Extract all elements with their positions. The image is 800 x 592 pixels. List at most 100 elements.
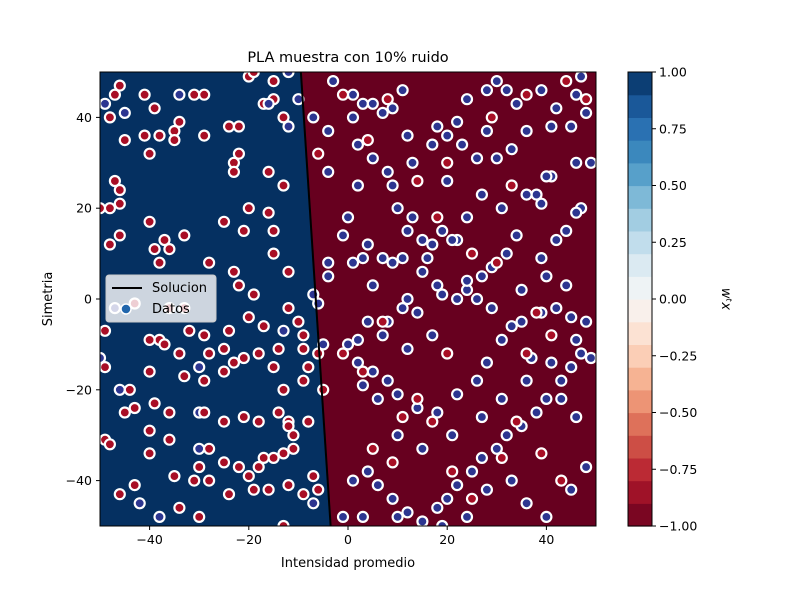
data-point bbox=[277, 324, 290, 337]
data-point bbox=[361, 238, 374, 251]
data-point bbox=[346, 111, 360, 124]
data-point bbox=[366, 152, 379, 165]
data-point bbox=[560, 74, 573, 88]
data-point bbox=[242, 470, 255, 483]
y-tick-label: 20 bbox=[76, 201, 92, 216]
data-point bbox=[163, 243, 176, 256]
data-point bbox=[351, 356, 364, 369]
data-point bbox=[292, 315, 305, 328]
colorbar-level bbox=[628, 389, 652, 414]
data-point bbox=[148, 102, 161, 115]
data-point bbox=[262, 165, 275, 178]
x-tick-label: −40 bbox=[136, 532, 162, 547]
data-point bbox=[113, 229, 126, 242]
data-point bbox=[138, 129, 151, 142]
data-point bbox=[193, 510, 206, 524]
data-point bbox=[232, 279, 245, 292]
data-point bbox=[545, 329, 558, 342]
colorbar bbox=[628, 72, 652, 527]
data-point bbox=[570, 88, 583, 101]
data-point bbox=[336, 88, 350, 101]
data-point bbox=[198, 129, 211, 142]
data-point bbox=[267, 247, 280, 260]
data-point bbox=[193, 361, 206, 374]
data-point bbox=[217, 342, 231, 355]
colorbar-tick-label: −0.50 bbox=[659, 405, 697, 420]
data-point bbox=[100, 324, 112, 337]
data-point bbox=[227, 265, 240, 278]
data-point bbox=[416, 233, 429, 247]
x-axis-label: Intensidad promedio bbox=[281, 556, 415, 571]
data-point bbox=[460, 211, 474, 224]
y-axis-label: Simetria bbox=[41, 272, 56, 327]
data-point bbox=[411, 392, 424, 405]
data-point bbox=[490, 256, 503, 269]
data-point bbox=[376, 329, 389, 342]
data-point bbox=[520, 374, 533, 387]
data-point bbox=[203, 442, 216, 455]
colorbar-level bbox=[628, 230, 652, 255]
colorbar-level bbox=[628, 140, 652, 164]
data-point bbox=[381, 374, 394, 387]
data-point bbox=[530, 306, 543, 319]
data-point bbox=[579, 93, 593, 106]
data-point bbox=[307, 288, 320, 301]
data-point bbox=[465, 465, 479, 478]
data-point bbox=[143, 147, 156, 160]
y-tick-label: 0 bbox=[84, 292, 92, 307]
data-point bbox=[426, 238, 439, 251]
data-point bbox=[257, 451, 270, 464]
data-point bbox=[351, 179, 364, 192]
data-point bbox=[100, 202, 107, 215]
data-point bbox=[242, 311, 255, 324]
colorbar-level bbox=[628, 503, 652, 527]
data-point bbox=[550, 302, 563, 315]
data-point bbox=[490, 442, 503, 455]
data-point bbox=[237, 224, 250, 237]
data-point bbox=[322, 270, 335, 283]
data-point bbox=[143, 333, 156, 346]
data-point bbox=[421, 252, 434, 265]
data-point bbox=[100, 361, 112, 374]
data-point bbox=[560, 279, 573, 292]
data-point bbox=[108, 174, 122, 188]
negative-region bbox=[300, 72, 596, 526]
colorbar-level bbox=[628, 162, 652, 187]
data-point bbox=[460, 93, 474, 106]
data-point bbox=[555, 374, 568, 387]
data-point bbox=[272, 342, 285, 355]
data-point bbox=[391, 202, 404, 215]
data-point bbox=[143, 365, 156, 378]
data-point bbox=[322, 256, 335, 269]
data-point bbox=[341, 211, 355, 224]
data-point bbox=[371, 392, 384, 405]
data-point bbox=[470, 292, 484, 306]
data-point bbox=[168, 134, 181, 147]
data-point bbox=[307, 470, 320, 483]
data-point bbox=[336, 229, 350, 242]
data-point bbox=[406, 156, 419, 169]
data-point bbox=[277, 447, 290, 460]
data-point bbox=[322, 165, 335, 178]
data-point bbox=[495, 202, 508, 215]
data-point bbox=[485, 111, 498, 124]
data-point bbox=[100, 97, 112, 110]
data-point bbox=[406, 211, 419, 224]
data-point bbox=[282, 265, 295, 278]
data-point bbox=[416, 265, 429, 278]
data-point bbox=[267, 224, 280, 237]
legend-entry-solucion: Solucion bbox=[152, 281, 207, 296]
data-point bbox=[446, 465, 459, 478]
data-point bbox=[565, 311, 578, 324]
data-point bbox=[366, 97, 379, 110]
data-point bbox=[143, 447, 156, 460]
data-point bbox=[376, 252, 389, 265]
data-point bbox=[336, 347, 350, 360]
data-point bbox=[336, 510, 350, 524]
data-point bbox=[346, 88, 360, 101]
data-point bbox=[510, 229, 523, 242]
data-point bbox=[465, 247, 479, 260]
data-point bbox=[401, 292, 414, 306]
data-point bbox=[391, 510, 404, 524]
data-point bbox=[282, 479, 295, 492]
